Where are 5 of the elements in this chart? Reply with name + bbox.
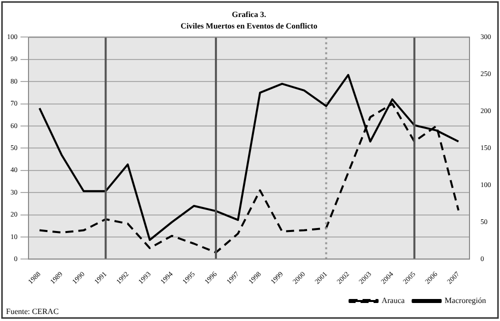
chart-title: Grafica 3. xyxy=(232,10,266,19)
chart-subtitle: Civiles Muertos en Eventos de Conflicto xyxy=(180,21,318,30)
legend-label: Macroregión xyxy=(444,296,486,306)
legend-label: Arauca xyxy=(382,296,406,306)
source-note: Fuente: CERAC xyxy=(6,307,59,316)
